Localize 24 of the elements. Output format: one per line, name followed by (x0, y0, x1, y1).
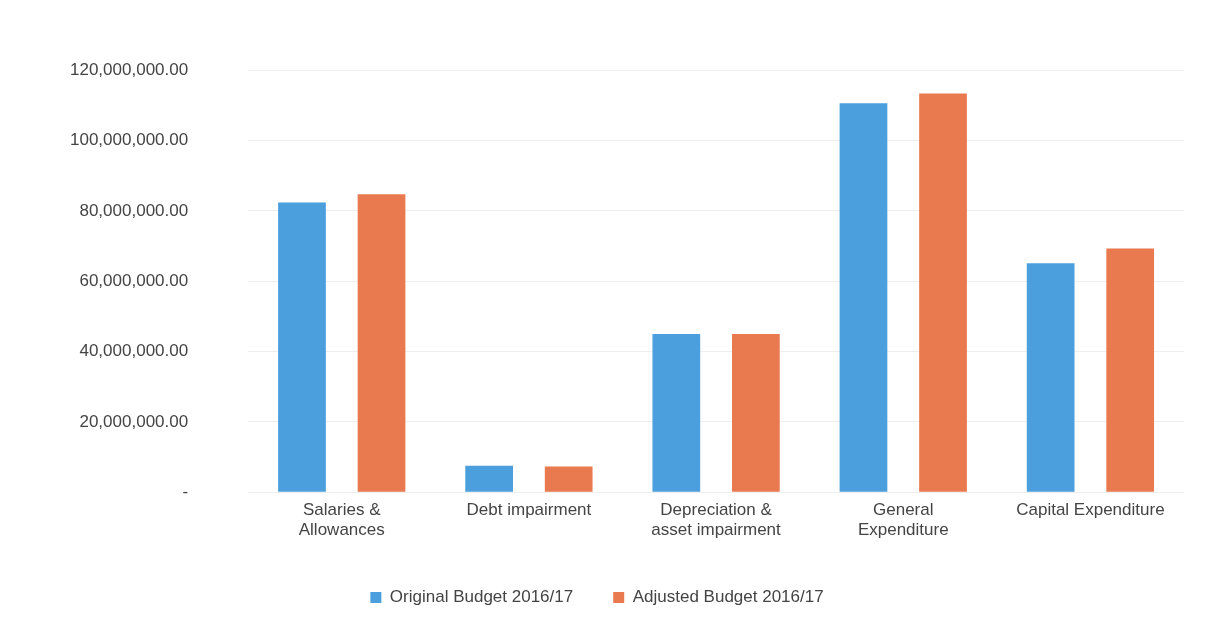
bar (731, 333, 780, 492)
bar (465, 465, 514, 492)
bar (1106, 248, 1155, 492)
bar (544, 466, 593, 492)
bar (919, 93, 967, 492)
y-tick-label: 60,000,000.00 (79, 270, 189, 290)
bar (357, 194, 406, 492)
y-tick-label: 120,000,000.00 (70, 59, 189, 79)
x-tick-label: Debt impairment (466, 500, 592, 520)
y-tick-label: 40,000,000.00 (79, 341, 189, 361)
x-tick-label: General Expenditure (857, 500, 949, 540)
bar (839, 103, 888, 492)
x-tick-label: Capital Expenditure (1016, 500, 1165, 520)
x-tick-label: Salaries & Allowances (298, 500, 385, 540)
legend-label: Adjusted Budget 2016/17 (632, 587, 824, 607)
bar (652, 333, 701, 492)
y-tick-label: 100,000,000.00 (70, 130, 189, 150)
bar (278, 202, 326, 492)
y-tick-label: - (182, 481, 189, 501)
y-tick-label: 20,000,000.00 (79, 411, 189, 431)
y-tick-label: 80,000,000.00 (79, 200, 189, 220)
legend-label: Original Budget 2016/17 (389, 587, 574, 607)
bar (1026, 263, 1075, 492)
x-tick-label: Depreciation & asset impairment (651, 500, 782, 540)
